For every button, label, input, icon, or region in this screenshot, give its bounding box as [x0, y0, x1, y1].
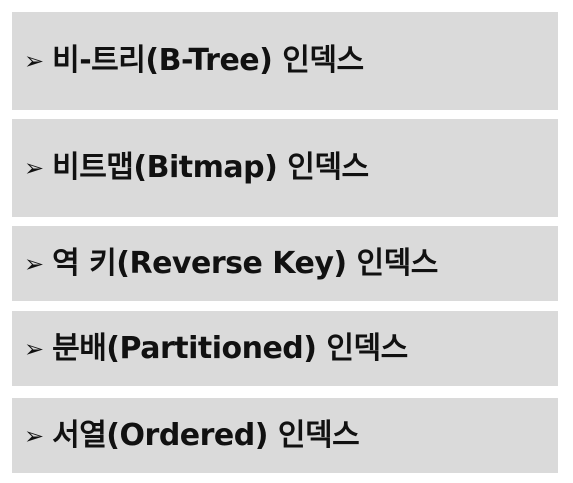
index-type-label: 서열(Ordered) 인덱스 [52, 417, 360, 453]
index-type-label: 역 키(Reverse Key) 인덱스 [52, 245, 438, 281]
index-type-label: 분배(Partitioned) 인덱스 [52, 330, 408, 366]
index-type-label: 비트맵(Bitmap) 인덱스 [52, 150, 369, 185]
index-type-item-partitioned: ➢ 분배(Partitioned) 인덱스 [12, 311, 558, 386]
index-type-label: 비-트리(B-Tree) 인덱스 [52, 43, 364, 78]
arrow-bullet-icon: ➢ [24, 421, 45, 450]
index-type-item-btree: ➢ 비-트리(B-Tree) 인덱스 [12, 12, 558, 110]
arrow-bullet-icon: ➢ [24, 249, 45, 278]
index-type-item-ordered: ➢ 서열(Ordered) 인덱스 [12, 398, 558, 473]
arrow-bullet-icon: ➢ [24, 154, 45, 182]
arrow-bullet-icon: ➢ [24, 47, 45, 75]
index-type-item-bitmap: ➢ 비트맵(Bitmap) 인덱스 [12, 119, 558, 217]
arrow-bullet-icon: ➢ [24, 334, 45, 363]
index-type-item-reverse-key: ➢ 역 키(Reverse Key) 인덱스 [12, 226, 558, 301]
